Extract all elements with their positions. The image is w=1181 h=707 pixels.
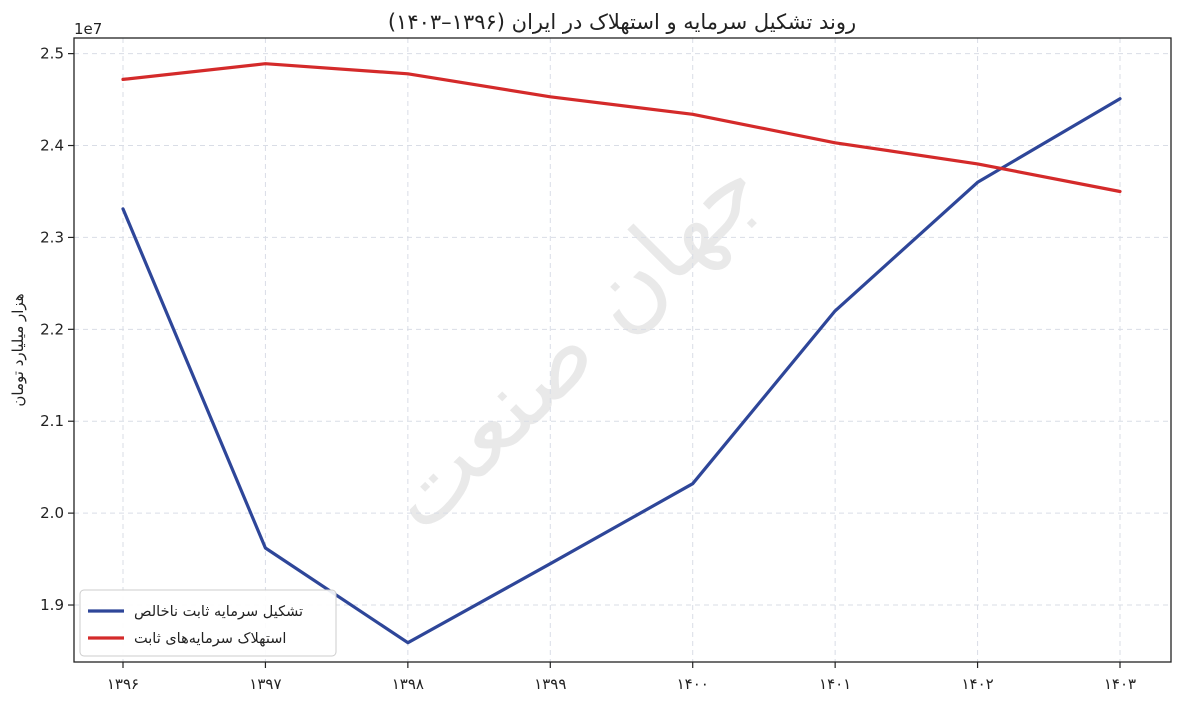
legend-box [79,589,337,657]
y-tick-label: 2.5 [40,45,64,63]
y-tick-label: 2.3 [40,228,64,246]
y-scale-label: 1e7 [74,20,102,38]
y-axis-label: هزار میلیارد تومان [9,293,27,406]
x-tick-label: ۱۳۹۸ [392,675,424,693]
y-tick-label: 2.2 [40,320,64,338]
legend-label-2: استهلاک سرمایه‌های ثابت [134,631,286,647]
plot-frame [73,37,1172,663]
x-tick-label: ۱۳۹۷ [249,675,281,693]
x-tick-label: ۱۳۹۹ [534,675,566,693]
x-tick-label: ۱۴۰۰ [677,675,709,693]
chart-title: روند تشکیل سرمایه و استهلاک در ایران (۱۳… [388,10,856,34]
y-tick-label: 2.0 [40,504,64,522]
series-line-2 [121,62,1122,194]
legend-label-1: تشکیل سرمایه ثابت ناخالص [134,604,303,620]
y-tick-label: 2.1 [40,412,64,430]
y-tick-label: 2.4 [40,137,64,155]
x-tick-label: ۱۴۰۳ [1104,675,1136,693]
x-tick-label: ۱۴۰۱ [819,675,851,693]
x-tick-label: ۱۴۰۲ [961,675,993,693]
y-tick-label: 1.9 [40,596,64,614]
x-tick-label: ۱۳۹۶ [107,675,139,693]
series-line-1 [121,97,1122,645]
watermark-text: جهان صنعت [361,131,783,553]
